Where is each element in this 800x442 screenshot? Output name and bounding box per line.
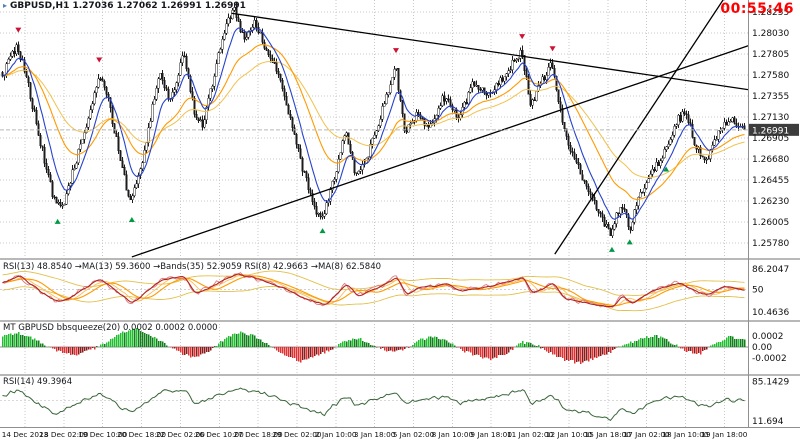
time-axis[interactable]	[0, 428, 800, 442]
price-axis-border	[748, 0, 749, 427]
indicator-tick-label: -0.0002	[752, 354, 787, 364]
indicator-label-bbsqueeze: MT GBPUSD bbsqueeze(20) 0.0002 0.0002 0.…	[3, 323, 218, 333]
time-axis-label: 19 Dec 10:00	[78, 430, 127, 439]
current-price-label: 1.26991	[752, 126, 789, 136]
time-axis-label: 18 Jan 10:00	[662, 430, 709, 439]
one-click-trading-icon[interactable]: ▸	[3, 1, 8, 10]
time-axis-label: 5 Jan 02:00	[393, 430, 435, 439]
price-axis-labels: 1.28255 1.28030 1.27805 1.27580 1.27355 1.271…	[752, 8, 789, 249]
time-axis-border	[0, 427, 800, 428]
indicator-tick-label: 85.1429	[752, 378, 789, 388]
price-tick-label: 1.25780	[752, 239, 789, 249]
indicator-tick-label: 86.2047	[752, 265, 789, 275]
price-axis[interactable]	[749, 0, 800, 427]
current-price-tag: 1.26991	[749, 123, 799, 136]
time-axis-label: 27 Dec 18:00	[234, 430, 283, 439]
grid	[0, 0, 748, 427]
time-axis-label: 11 Jan 02:00	[507, 430, 554, 439]
candle-countdown-timer: 00:55:46	[720, 1, 794, 17]
chart-symbol-header: ▸ GBPUSD,H1 1.27036 1.27062 1.26991 1.269…	[3, 1, 246, 11]
indicator-label-rsi-bands: RSI(13) 48.8540 →MA(13) 59.3600 →Bands(3…	[3, 262, 382, 272]
time-axis-label: 14 Dec 2023	[2, 430, 49, 439]
time-axis-label: 2 Jan 10:00	[315, 430, 357, 439]
indicator-tick-label: 10.4636	[752, 308, 789, 318]
time-axis-label: 3 Jan 18:00	[354, 430, 396, 439]
trend-lines[interactable]	[131, 0, 800, 258]
time-axis-label: 15 Jan 18:00	[585, 430, 632, 439]
indicator-tick-label: 0.0002	[752, 332, 784, 342]
time-axis-label: 26 Dec 10:00	[195, 430, 244, 439]
time-axis-label: 12 Jan 10:00	[546, 430, 593, 439]
price-tick-label: 1.28030	[752, 29, 789, 39]
panel-separator[interactable]	[0, 374, 800, 376]
price-tick-label: 1.27355	[752, 92, 789, 102]
price-tick-label: 1.27580	[752, 71, 789, 81]
moving-averages	[2, 27, 745, 220]
panel-separator[interactable]	[0, 320, 800, 322]
time-axis-label: 18 Dec 02:00	[39, 430, 88, 439]
signal-arrows	[15, 27, 670, 252]
indicator-label-rsi14: RSI(14) 49.3964	[3, 377, 73, 387]
time-axis-label: 17 Jan 02:00	[623, 430, 670, 439]
price-tick-label: 1.26680	[752, 155, 789, 165]
indicator-tick-label: 50	[752, 286, 764, 296]
indicator-tick-label: 0.00	[752, 343, 772, 353]
price-tick-label: 1.26905	[752, 134, 789, 144]
price-tick-label: 1.28255	[752, 8, 789, 18]
time-axis-label: 19 Jan 18:00	[701, 430, 748, 439]
indicator-tick-label: 11.694	[752, 417, 784, 427]
price-tick-label: 1.26005	[752, 218, 789, 228]
panel-rsi-bands: 86.2047 50 10.4636	[0, 265, 789, 318]
time-axis-label: 29 Dec 02:00	[272, 430, 321, 439]
panel-separator[interactable]	[0, 258, 800, 260]
symbol-period-label: GBPUSD,H1	[10, 1, 70, 11]
time-axis-label: 9 Jan 18:00	[470, 430, 512, 439]
time-axis-label: 8 Jan 10:00	[432, 430, 474, 439]
panel-rsi14: 85.1429 11.694	[0, 378, 789, 427]
ohlc-values: 1.27036 1.27062 1.26991 1.26991	[72, 1, 246, 11]
time-axis-label: 22 Dec 02:00	[156, 430, 205, 439]
time-axis-label: 20 Dec 18:00	[117, 430, 166, 439]
price-tick-label: 1.26455	[752, 176, 789, 186]
price-tick-label: 1.26230	[752, 197, 789, 207]
price-tick-label: 1.27130	[752, 113, 789, 123]
price-tick-label: 1.27805	[752, 50, 789, 60]
